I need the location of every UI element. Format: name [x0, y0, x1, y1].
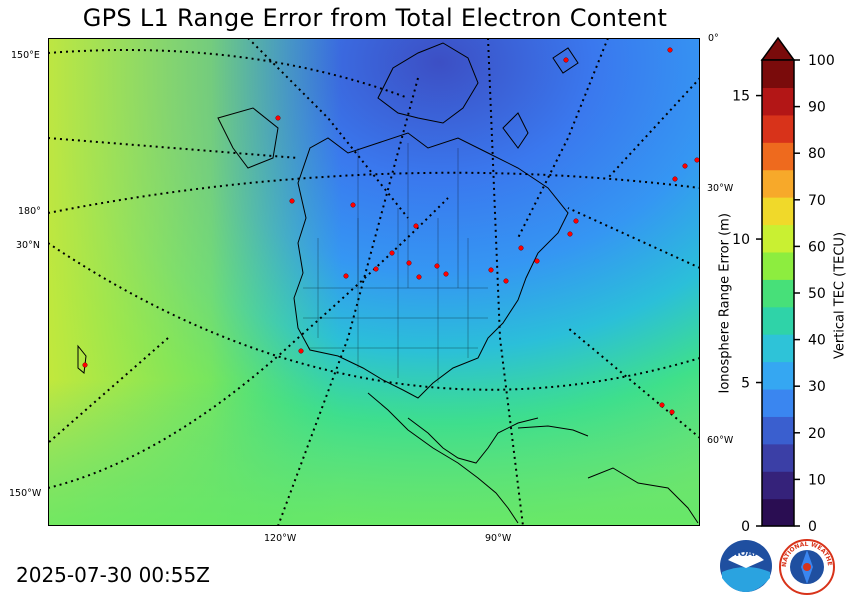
- grid-label-60w: 60°W: [707, 435, 734, 446]
- colorbar-segment: [762, 388, 794, 417]
- colorbar-left-tick-label: 0: [741, 519, 750, 535]
- colorbar-segment: [762, 334, 794, 363]
- colorbar-segment: [762, 471, 794, 500]
- coastlines: [77, 42, 699, 524]
- colorbar-segment: [762, 443, 794, 472]
- colorbar-left-axis-label: Ionosphere Range Error (m): [717, 213, 733, 394]
- colorbar: 0 10 20 30 40 50 60 70 80 90 100 0 5 10 15: [732, 36, 835, 535]
- grid-label-90w: 90°W: [485, 533, 512, 544]
- colorbar-segment: [762, 498, 794, 527]
- colorbar-right-tick-label: 60: [808, 239, 826, 255]
- colorbar-right-tick-label: 10: [808, 472, 826, 488]
- colorbar-segment: [762, 87, 794, 116]
- colorbar-segment: [762, 416, 794, 445]
- colorbar-right-tick-label: 40: [808, 333, 826, 349]
- colorbar-segment: [762, 60, 794, 89]
- colorbar-left-tick-label: 10: [732, 232, 750, 248]
- colorbar-segment: [762, 169, 794, 198]
- svg-text:NOAA: NOAA: [732, 549, 761, 559]
- grid-label-150e: 150°E: [11, 50, 40, 61]
- noaa-logo: NOAA: [720, 540, 772, 592]
- colorbar-segment: [762, 251, 794, 280]
- nws-logo: NATIONAL WEATHER SERVICE: [778, 538, 835, 595]
- grid-label-0: 0°: [708, 33, 719, 44]
- colorbar-right-tick-label: 30: [808, 379, 826, 395]
- colorbar-segment: [762, 197, 794, 226]
- station-markers: [82, 47, 700, 415]
- colorbar-right-tick-label: 50: [808, 286, 826, 302]
- colorbar-right-tick-label: 80: [808, 146, 826, 162]
- colorbar-segment: [762, 142, 794, 171]
- grid-label-30w: 30°W: [707, 183, 734, 194]
- colorbar-right-tick-label: 100: [808, 53, 835, 69]
- colorbar-segment: [762, 306, 794, 335]
- tec-map: [48, 38, 700, 526]
- colorbar-left-tick-label: 5: [741, 376, 750, 392]
- grid-label-180: 180°: [18, 206, 41, 217]
- colorbar-segment: [762, 361, 794, 390]
- colorbar-right-tick-label: 70: [808, 193, 826, 209]
- colorbar-right-tick-label: 0: [808, 519, 817, 535]
- colorbar-right-tick-label: 90: [808, 100, 826, 116]
- map-title: GPS L1 Range Error from Total Electron C…: [82, 4, 668, 32]
- map-frame: [48, 38, 700, 526]
- colorbar-right-tick-label: 20: [808, 426, 826, 442]
- colorbar-segment: [762, 114, 794, 143]
- colorbar-segment: [762, 224, 794, 253]
- colorbar-segment: [762, 279, 794, 308]
- grid-label-150w: 150°W: [9, 488, 42, 499]
- colorbar-left-tick-label: 15: [732, 89, 750, 105]
- colorbar-extend-max: [760, 36, 796, 61]
- grid-label-120w: 120°W: [264, 533, 297, 544]
- graticule: [48, 38, 700, 526]
- timestamp: 2025-07-30 00:55Z: [16, 563, 210, 587]
- grid-label-30n: 30°N: [16, 240, 40, 251]
- colorbar-right-axis-label: Vertical TEC (TECU): [832, 231, 848, 360]
